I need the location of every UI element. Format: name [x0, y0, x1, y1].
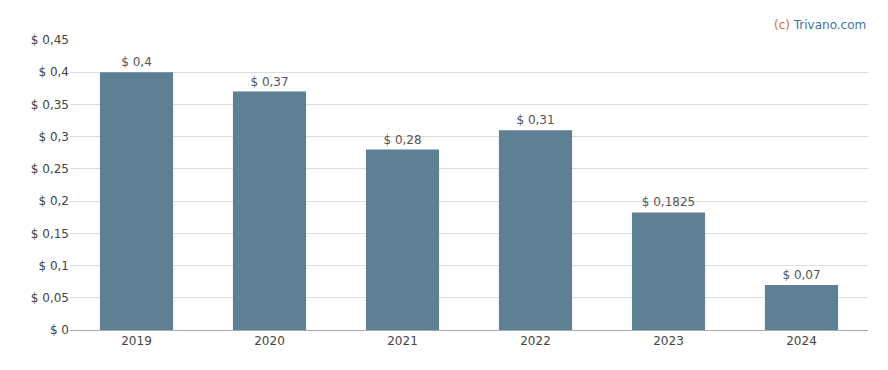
- svg-text:$ 0,4: $ 0,4: [121, 55, 152, 69]
- svg-text:2021: 2021: [387, 334, 418, 348]
- svg-text:$ 0,3: $ 0,3: [38, 130, 69, 144]
- svg-text:(c) Trivano.com: (c) Trivano.com: [774, 18, 866, 32]
- svg-text:2022: 2022: [520, 334, 551, 348]
- svg-text:$ 0,1: $ 0,1: [38, 259, 69, 273]
- svg-text:2020: 2020: [254, 334, 285, 348]
- svg-text:2024: 2024: [786, 334, 817, 348]
- svg-text:2023: 2023: [653, 334, 684, 348]
- svg-text:$ 0: $ 0: [50, 323, 69, 337]
- svg-text:$ 0,05: $ 0,05: [31, 291, 69, 305]
- svg-text:$ 0,07: $ 0,07: [782, 268, 820, 282]
- svg-text:$ 0,25: $ 0,25: [31, 162, 69, 176]
- svg-text:$ 0,28: $ 0,28: [383, 133, 421, 147]
- svg-text:$ 0,15: $ 0,15: [31, 227, 69, 241]
- svg-text:2019: 2019: [121, 334, 152, 348]
- svg-text:$ 0,35: $ 0,35: [31, 98, 69, 112]
- svg-text:$ 0,37: $ 0,37: [250, 75, 288, 89]
- svg-text:$ 0,1825: $ 0,1825: [642, 195, 695, 209]
- svg-text:$ 0,45: $ 0,45: [31, 33, 69, 47]
- svg-text:$ 0,4: $ 0,4: [38, 65, 69, 79]
- svg-text:$ 0,2: $ 0,2: [38, 194, 69, 208]
- svg-text:$ 0,31: $ 0,31: [516, 113, 554, 127]
